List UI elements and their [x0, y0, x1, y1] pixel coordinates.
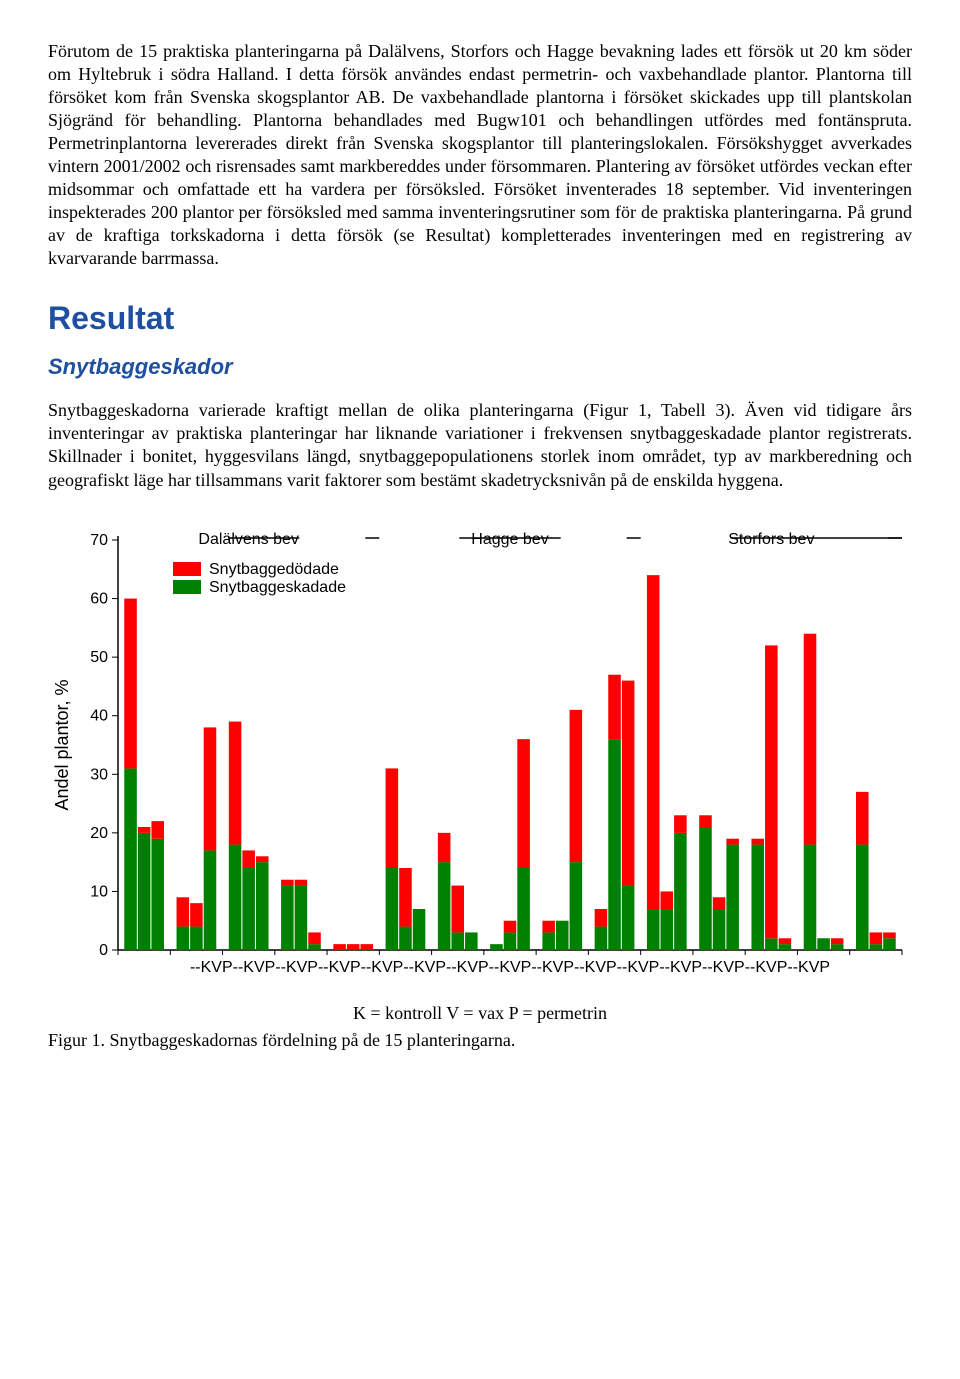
svg-text:--KVP--KVP--KVP--KVP--KVP--KVP: --KVP--KVP--KVP--KVP--KVP--KVP--KVP--KVP… — [190, 959, 830, 976]
svg-text:Andel plantor, %: Andel plantor, % — [52, 679, 72, 810]
svg-text:Snytbaggeskadade: Snytbaggeskadade — [209, 579, 346, 596]
svg-text:10: 10 — [90, 883, 108, 900]
x-axis-explain: K = kontroll V = vax P = permetrin — [48, 1002, 912, 1025]
svg-text:0: 0 — [99, 942, 108, 959]
svg-text:Snytbaggedödade: Snytbaggedödade — [209, 561, 339, 578]
figure-1-chart: 0 10 20 30 40 50 60 70 Andel plantor, % --KVP--KV… — [48, 520, 912, 1052]
bar-chart-svg: 0 10 20 30 40 50 60 70 Andel plantor, % --KVP--KV… — [48, 520, 912, 1000]
svg-text:30: 30 — [90, 766, 108, 783]
heading-resultat: Resultat — [48, 298, 912, 339]
svg-text:50: 50 — [90, 649, 108, 666]
intro-paragraph: Förutom de 15 praktiska planteringarna p… — [48, 40, 912, 270]
figure-caption: Figur 1. Snytbaggeskadornas fördelning p… — [48, 1029, 912, 1052]
svg-text:Storfors bev: Storfors bev — [728, 531, 814, 548]
svg-text:70: 70 — [90, 532, 108, 549]
svg-text:40: 40 — [90, 707, 108, 724]
svg-text:20: 20 — [90, 824, 108, 841]
svg-text:60: 60 — [90, 590, 108, 607]
results-paragraph: Snytbaggeskadorna varierade kraftigt mel… — [48, 399, 912, 491]
svg-text:Dalälvens bev: Dalälvens bev — [198, 531, 299, 548]
heading-snytbaggeskador: Snytbaggeskador — [48, 353, 912, 381]
svg-text:Hagge bev: Hagge bev — [471, 531, 548, 548]
